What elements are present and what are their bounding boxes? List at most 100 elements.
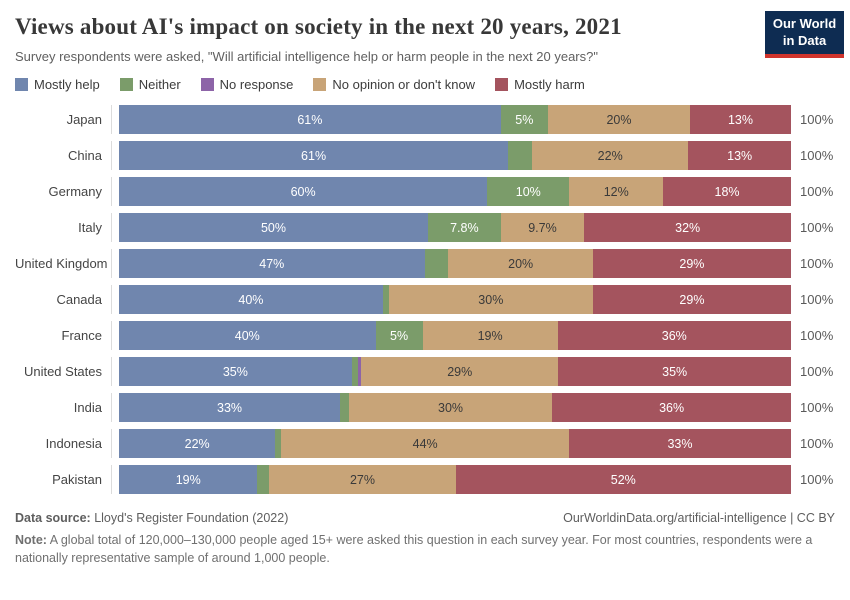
bar-segment-noopinion[interactable]: 20% — [448, 249, 593, 278]
country-label: Japan — [66, 112, 102, 127]
bar-segment-label: 47% — [259, 256, 285, 271]
bar-segment-neither[interactable] — [275, 429, 282, 458]
chart-subtitle: Survey respondents were asked, "Will art… — [15, 49, 598, 64]
bar-segment-label: 30% — [478, 292, 504, 307]
bar-segment-neither[interactable]: 10% — [487, 177, 570, 206]
country-bar: 33% 30% 36% — [111, 393, 791, 422]
bar-segment-help[interactable]: 61% — [119, 141, 509, 170]
country-label: Pakistan — [52, 472, 102, 487]
bar-segment-help[interactable]: 40% — [119, 321, 376, 350]
bar-total-label: 100% — [800, 148, 834, 163]
bar-segment-help[interactable]: 33% — [119, 393, 341, 422]
bar-segment-noopinion[interactable]: 20% — [548, 105, 690, 134]
note-row: Note: A global total of 120,000–130,000 … — [15, 532, 835, 567]
legend-item-neither: Neither — [119, 77, 181, 92]
bar-segment-noopinion[interactable]: 12% — [569, 177, 664, 206]
bar-segment-help[interactable]: 47% — [119, 249, 425, 278]
bar-segment-label: 60% — [290, 184, 316, 199]
bar-segment-noopinion[interactable]: 9.7% — [500, 213, 585, 242]
bar-segment-neither[interactable] — [351, 357, 358, 386]
bar-segment-noopinion[interactable]: 19% — [422, 321, 558, 350]
bar-total-label: 100% — [800, 436, 834, 451]
bar-segment-label: 30% — [438, 400, 464, 415]
data-source-label: Data source: — [15, 511, 91, 525]
bar-total-label: 100% — [800, 472, 834, 487]
chart-row: United Kingdom 47% 20% 29% 100% — [15, 249, 835, 278]
bar-segment-harm[interactable]: 36% — [557, 321, 791, 350]
bar-segment-label: 40% — [234, 328, 260, 343]
country-bar: 50% 7.8% 9.7% 32% — [111, 213, 791, 242]
bar-segment-label: 33% — [667, 436, 693, 451]
bar-segment-label: 19% — [477, 328, 503, 343]
bar-segment-label: 13% — [727, 148, 753, 163]
bar-segment-neither[interactable] — [508, 141, 533, 170]
bar-segment-neither[interactable]: 5% — [500, 105, 548, 134]
bar-segment-label: 29% — [679, 292, 705, 307]
bar-segment-help[interactable]: 61% — [119, 105, 501, 134]
country-label: Germany — [48, 184, 102, 199]
bar-segment-label: 35% — [222, 364, 248, 379]
bar-segment-harm[interactable]: 13% — [689, 105, 791, 134]
bar-segment-help[interactable]: 40% — [119, 285, 383, 314]
bar-segment-harm[interactable]: 33% — [568, 429, 791, 458]
country-bar: 35% 29% 35% — [111, 357, 792, 386]
legend-swatch-harm — [495, 78, 509, 91]
chart-row: Pakistan 19% 27% 52% 100% — [15, 465, 835, 494]
bar-segment-label: 22% — [597, 148, 623, 163]
stacked-bar-chart: Japan 61% 5% 20% 13% 100% China 61% 22% 13% 100% Ge… — [15, 105, 835, 494]
bar-segment-noopinion[interactable]: 30% — [388, 285, 593, 314]
bar-segment-harm[interactable]: 32% — [584, 213, 791, 242]
chart-row: France 40% 5% 19% 36% 100% — [15, 321, 835, 350]
bar-segment-label: 33% — [217, 400, 243, 415]
bar-segment-help[interactable]: 60% — [119, 177, 488, 206]
bar-segment-noopinion[interactable]: 29% — [361, 357, 559, 386]
source-row: Data source: Lloyd's Register Foundation… — [15, 511, 835, 525]
bar-segment-neither[interactable]: 7.8% — [427, 213, 501, 242]
country-bar: 40% 30% 29% — [111, 285, 792, 314]
bar-segment-label: 19% — [175, 472, 201, 487]
bar-segment-neither[interactable]: 5% — [375, 321, 423, 350]
bar-segment-help[interactable]: 35% — [119, 357, 352, 386]
country-bar: 61% 5% 20% 13% — [111, 105, 791, 134]
bar-segment-harm[interactable]: 36% — [552, 393, 791, 422]
bar-segment-label: 12% — [603, 184, 629, 199]
bar-segment-label: 9.7% — [528, 220, 557, 235]
bar-segment-noopinion[interactable]: 30% — [348, 393, 553, 422]
bar-segment-noopinion[interactable]: 27% — [269, 465, 456, 494]
bar-segment-label: 61% — [301, 148, 327, 163]
chart-row: China 61% 22% 13% 100% — [15, 141, 835, 170]
bar-segment-noopinion[interactable]: 22% — [532, 141, 689, 170]
chart-footer: Data source: Lloyd's Register Foundation… — [15, 511, 835, 567]
bar-segment-neither[interactable] — [424, 249, 449, 278]
bar-segment-harm[interactable]: 35% — [558, 357, 792, 386]
bar-segment-harm[interactable]: 29% — [592, 249, 791, 278]
legend-swatch-noresponse — [200, 78, 214, 91]
country-label: Italy — [78, 220, 102, 235]
bar-segment-label: 44% — [412, 436, 438, 451]
chart-header: Views about AI's impact on society in th… — [0, 0, 850, 64]
bar-segment-noopinion[interactable]: 44% — [281, 429, 569, 458]
bar-total-label: 100% — [800, 364, 834, 379]
country-label: India — [73, 400, 102, 415]
owid-logo[interactable]: Our World in Data — [765, 11, 844, 58]
bar-segment-help[interactable]: 22% — [119, 429, 276, 458]
owid-credit-link[interactable]: OurWorldinData.org/artificial-intelligen… — [563, 511, 835, 525]
legend-item-noopinion: No opinion or don't know — [313, 77, 475, 92]
country-bar: 19% 27% 52% — [111, 465, 791, 494]
bar-segment-harm[interactable]: 18% — [663, 177, 791, 206]
bar-segment-harm[interactable]: 52% — [455, 465, 791, 494]
country-bar: 60% 10% 12% 18% — [111, 177, 791, 206]
bar-segment-noresponse[interactable] — [357, 357, 362, 386]
bar-segment-help[interactable]: 50% — [119, 213, 428, 242]
bar-segment-harm[interactable]: 29% — [592, 285, 792, 314]
bar-segment-neither[interactable] — [257, 465, 270, 494]
country-bar: 22% 44% 33% — [111, 429, 791, 458]
bar-segment-harm[interactable]: 13% — [688, 141, 791, 170]
bar-segment-neither[interactable] — [382, 285, 389, 314]
bar-segment-help[interactable]: 19% — [119, 465, 258, 494]
chart-rows: Japan 61% 5% 20% 13% 100% China 61% 22% 13% 100% Ge… — [15, 105, 835, 494]
bar-segment-neither[interactable] — [340, 393, 349, 422]
data-source-value: Lloyd's Register Foundation (2022) — [90, 511, 289, 525]
chart-legend: Mostly help Neither No response No opinion … — [15, 77, 835, 92]
